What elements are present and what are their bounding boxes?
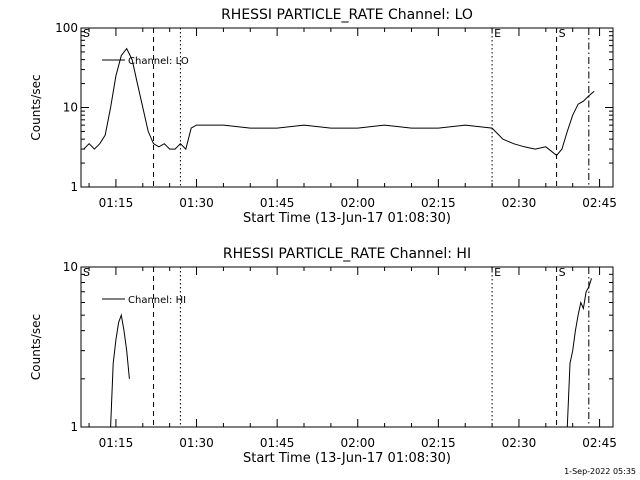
x-tick-label: 02:15 [421, 436, 456, 450]
vline-label: E [494, 266, 501, 279]
x-tick-label: 01:30 [179, 436, 214, 450]
corner-marker-label: S [83, 266, 90, 279]
footer-timestamp: 1-Sep-2022 05:35 [564, 467, 636, 476]
legend-entry: Channel: LO [128, 56, 189, 67]
x-tick-label: 02:45 [582, 436, 617, 450]
series-line [110, 313, 130, 428]
y-tick-label: 1 [70, 420, 78, 434]
y-axis-label: Counts/sec [29, 74, 43, 140]
vline-label: S [559, 27, 566, 40]
x-tick-label: 01:15 [99, 436, 134, 450]
series-line [83, 47, 595, 157]
lo-channel-panel: RHESSI PARTICLE_RATE Channel: LO Start Ti… [29, 7, 617, 226]
vline-label: E [494, 27, 501, 40]
x-tick-label: 02:15 [421, 196, 456, 210]
plot-frame [80, 266, 614, 428]
x-tick-label: 02:30 [502, 436, 537, 450]
vline-label: S [559, 266, 566, 279]
y-tick-label: 10 [63, 101, 78, 115]
legend-entry: Channel: HI [128, 295, 186, 306]
x-tick-label: 01:45 [260, 436, 295, 450]
y-tick-label: 100 [55, 21, 78, 35]
x-tick-label: 01:30 [179, 196, 214, 210]
x-tick-label: 01:15 [99, 196, 134, 210]
x-axis-label: Start Time (13-Jun-17 01:08:30) [243, 451, 451, 466]
x-axis-label: Start Time (13-Jun-17 01:08:30) [243, 211, 451, 226]
hi-channel-panel: RHESSI PARTICLE_RATE Channel: HI Start Ti… [29, 246, 617, 466]
plot-frame [80, 27, 614, 188]
x-tick-label: 02:30 [502, 196, 537, 210]
series-line [566, 278, 592, 428]
y-tick-label: 1 [70, 180, 78, 194]
y-tick-label: 10 [63, 260, 78, 274]
corner-marker-label: S [83, 27, 90, 40]
y-axis-label: Counts/sec [29, 314, 43, 380]
chart-title: RHESSI PARTICLE_RATE Channel: LO [221, 7, 473, 23]
x-tick-label: 02:00 [340, 196, 375, 210]
x-tick-label: 02:00 [340, 436, 375, 450]
x-tick-label: 01:45 [260, 196, 295, 210]
chart-title: RHESSI PARTICLE_RATE Channel: HI [223, 246, 471, 262]
x-tick-label: 02:45 [582, 196, 617, 210]
